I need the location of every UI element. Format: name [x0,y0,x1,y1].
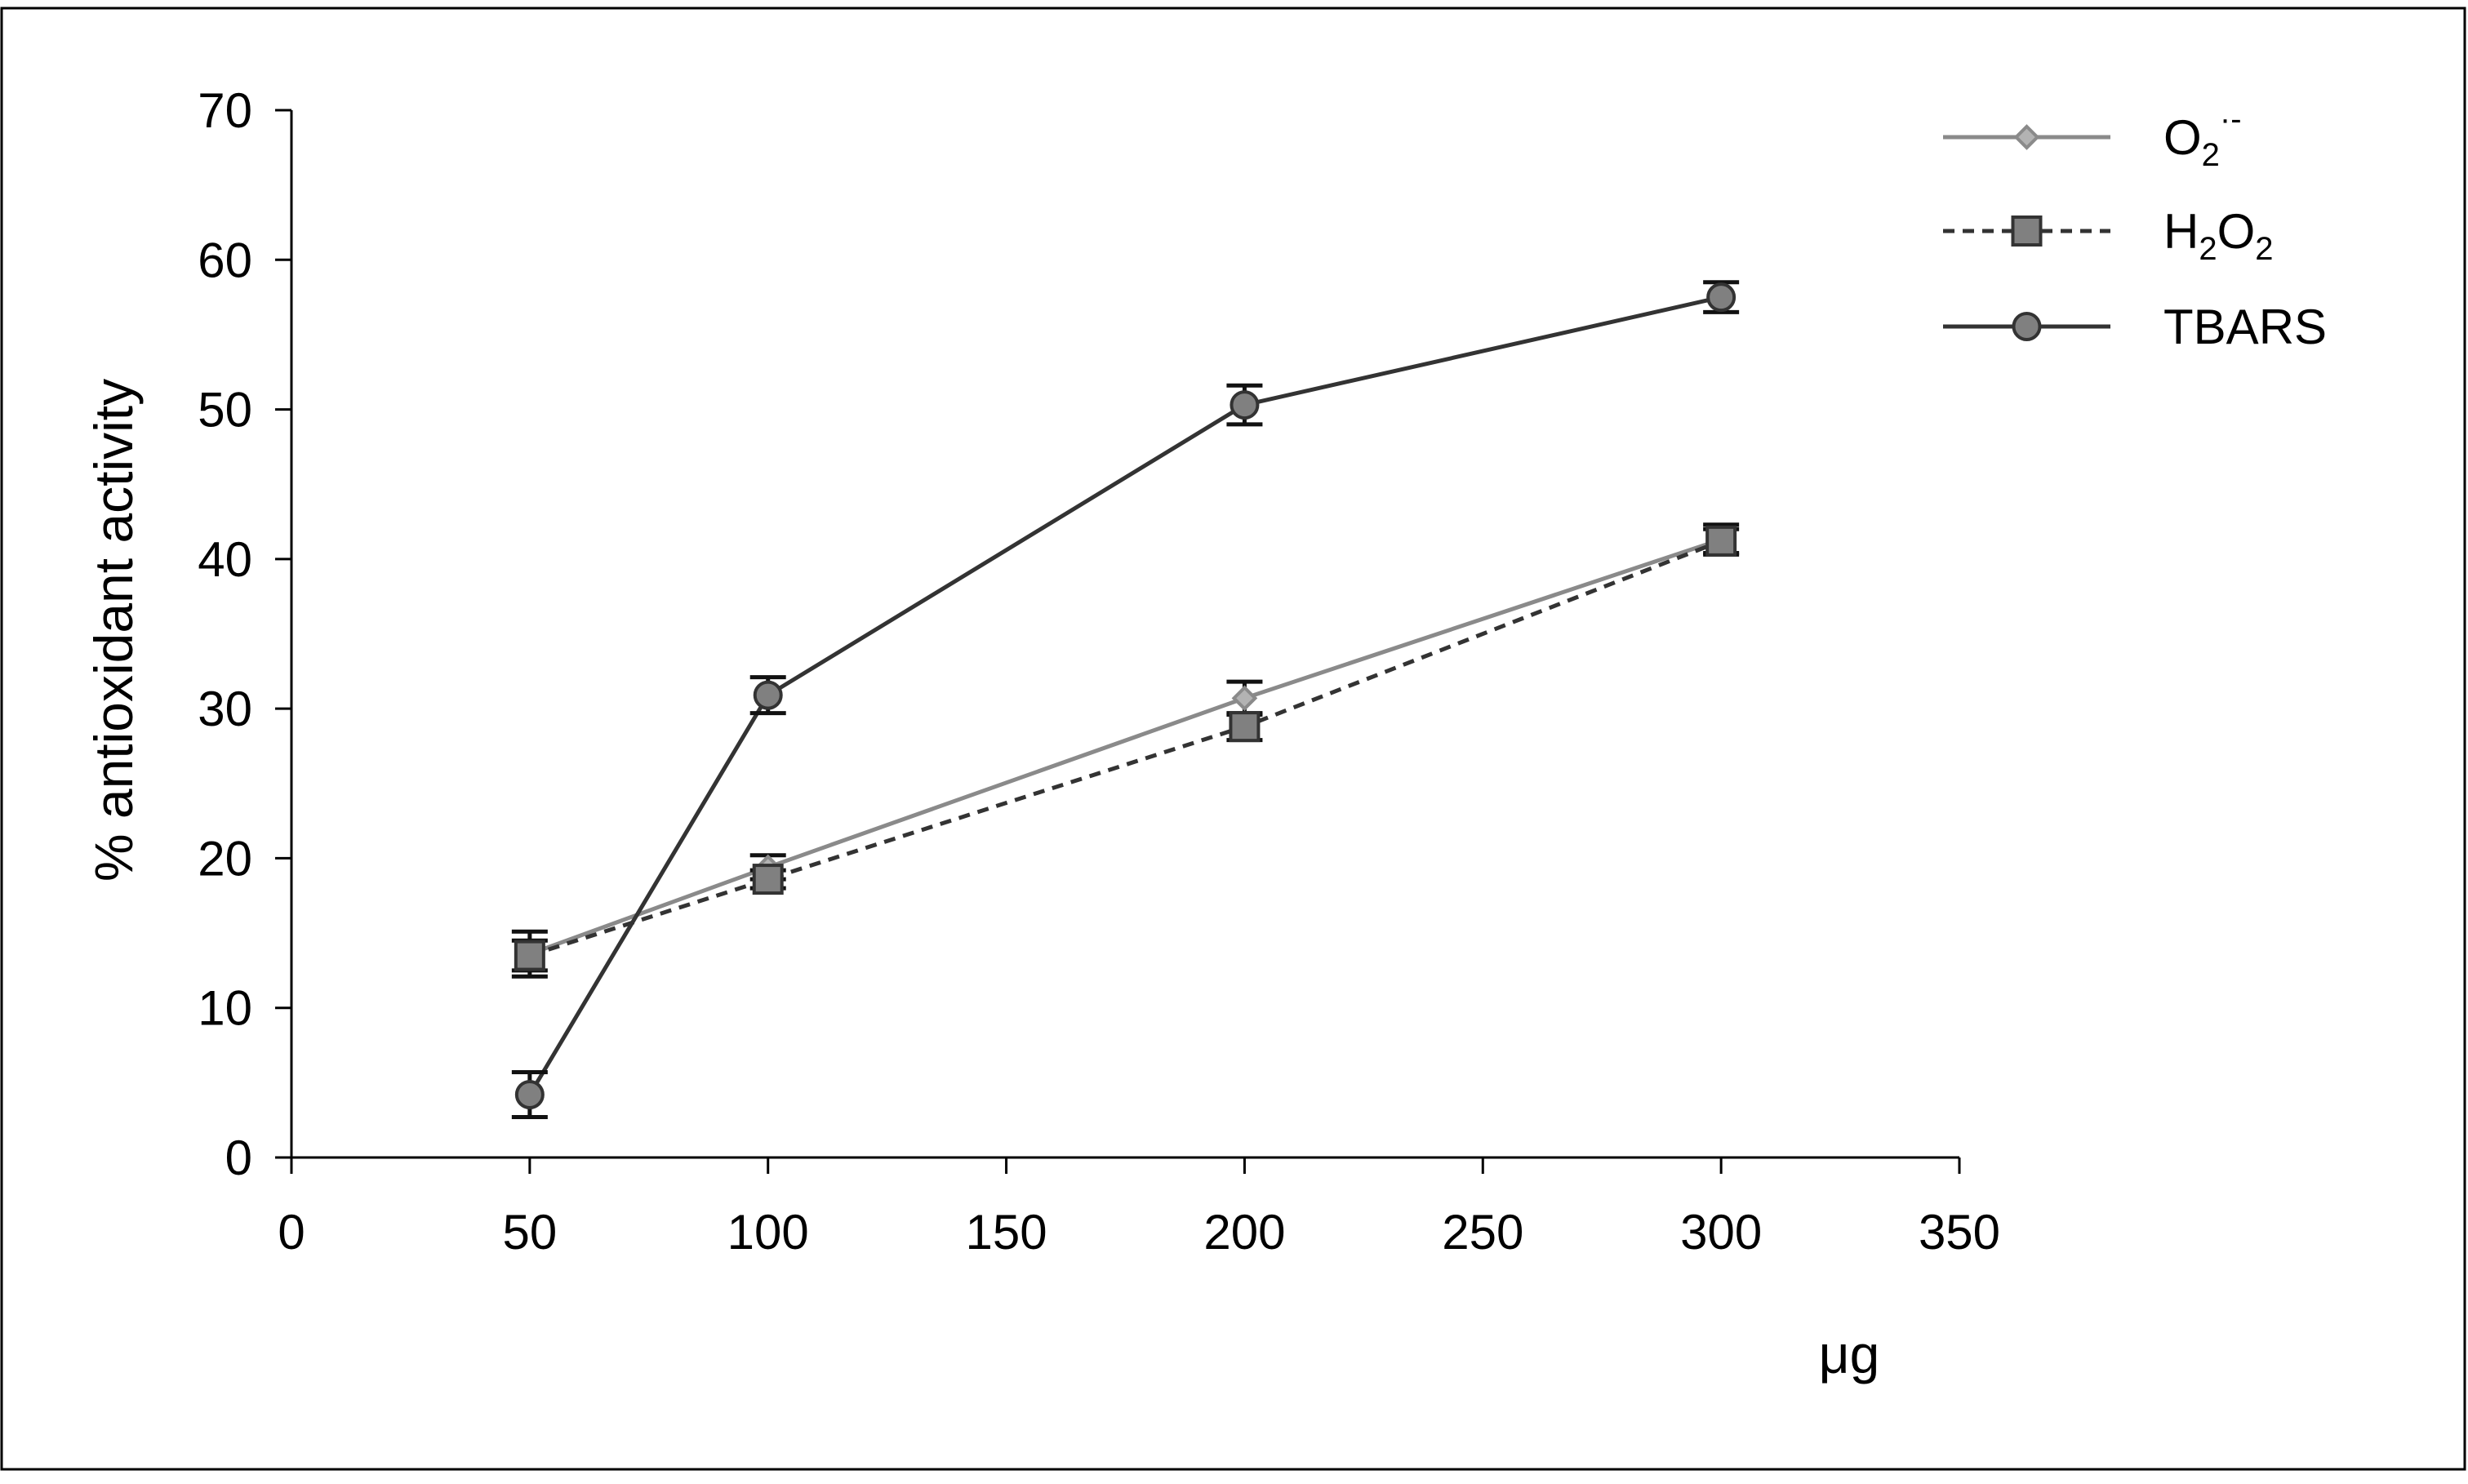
legend-label: H2O2 [2163,204,2274,267]
y-tick-label: 70 [198,83,252,138]
plot-area [511,280,1740,1120]
series-line [527,295,1722,1096]
data-point [1706,282,1736,313]
y-axis-title: % antioxidant activity [83,379,144,882]
series-2 [511,280,1740,1120]
legend-label: TBARS [2163,300,2327,354]
x-axis-title: μg [1819,1324,1880,1384]
series-line [529,539,1723,957]
legend: O2·- H2O2 TBARS [1943,101,2327,354]
legend-entry-0: O2·- [1943,101,2242,173]
x-tick-label: 100 [727,1205,809,1260]
legend-entry-1: H2O2 [1943,204,2274,267]
x-tick-label: 150 [966,1205,1047,1260]
series-1 [511,525,1740,973]
x-tick-label: 300 [1680,1205,1762,1260]
y-tick-label: 60 [198,233,252,287]
data-point [1231,685,1258,712]
data-point [514,1080,545,1110]
data-point [514,940,545,971]
legend-label: O2·- [2163,101,2242,173]
data-point [753,680,783,710]
x-tick-label: 0 [278,1205,305,1260]
x-tick-label: 250 [1442,1205,1523,1260]
axes: 0 10 20 30 40 50 60 70 0 50 100 150 200 250 300 350 [198,83,2000,1260]
data-point [2012,312,2042,341]
data-point [2013,124,2040,150]
y-tick-label: 0 [225,1131,252,1185]
y-tick-label: 40 [198,532,252,587]
legend-entry-2: TBARS [1943,300,2327,354]
x-tick-label: 200 [1203,1205,1285,1260]
series-line [529,537,1722,957]
data-point [752,864,784,895]
y-tick-label: 50 [198,383,252,438]
data-point [1229,711,1261,743]
data-point [1230,390,1260,420]
x-tick-label: 350 [1919,1205,2000,1260]
y-tick-label: 30 [198,682,252,736]
x-tick-label: 50 [502,1205,557,1260]
y-tick-label: 10 [198,981,252,1036]
data-point [2011,215,2043,247]
data-point [1705,525,1737,557]
y-tick-label: 20 [198,831,252,886]
